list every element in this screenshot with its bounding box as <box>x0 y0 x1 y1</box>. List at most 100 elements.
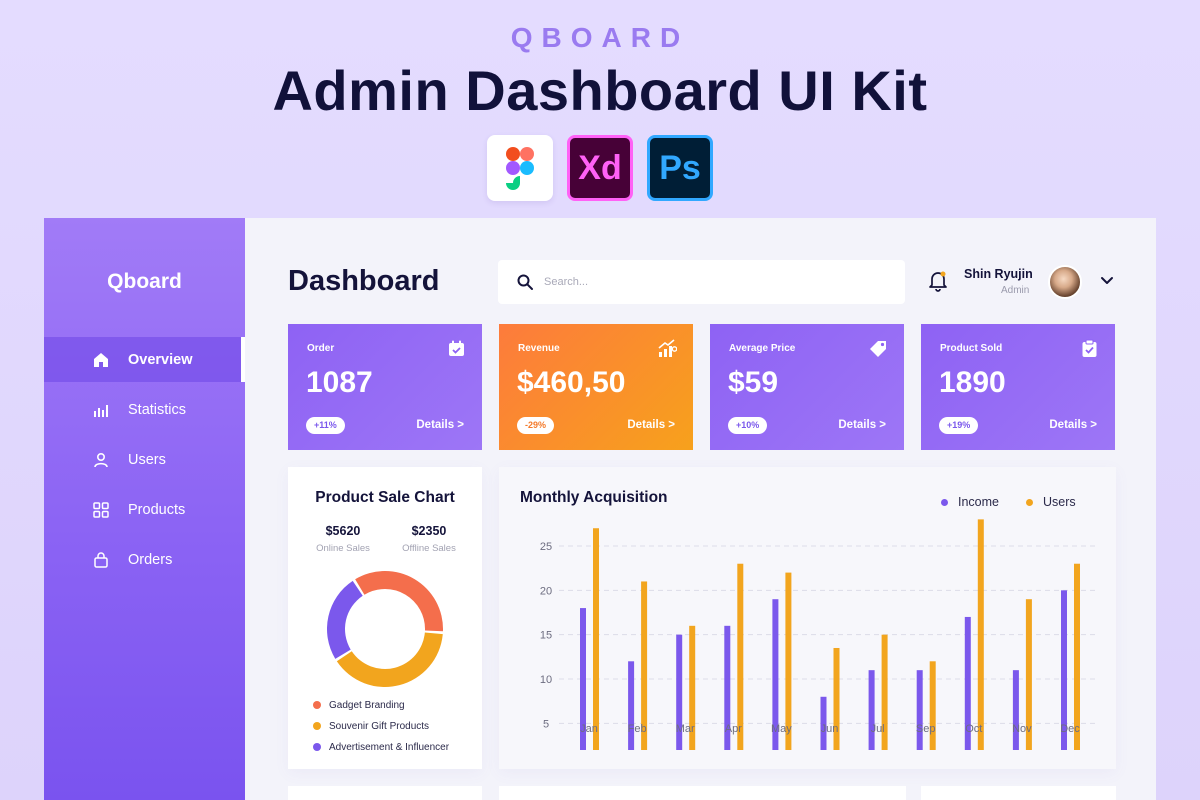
monthly-acquisition-card: 5 10 15 20 25 Jan Feb Mar Apr May Jun Jul Sep Oct Nov D… <box>499 467 1116 769</box>
stat-card-product-sold: Product Sold 1890 +19% Details > <box>921 324 1115 450</box>
stat-card-average-price: Average Price $59 +10% Details > <box>710 324 904 450</box>
stat-value: $460,50 <box>517 366 626 399</box>
product-sale-card: Product Sale Chart $5620 Online Sales $2… <box>288 467 482 769</box>
x-tick-label: Nov <box>1012 723 1032 735</box>
bar-income-mar <box>676 634 683 750</box>
sidebar: Qboard Overview Statistics Users <box>44 218 245 800</box>
user-name: Shin Ryujin <box>964 267 1033 281</box>
bar-income-jul <box>868 670 875 750</box>
online-sales-label: Online Sales <box>316 543 370 554</box>
adobe-xd-icon: Xd <box>567 135 633 201</box>
bar-chart: 5 10 15 20 25 Jan Feb Mar Apr May Jun Jul Sep Oct Nov D… <box>540 519 1099 750</box>
legend-label: Gadget Branding <box>329 699 405 711</box>
sidebar-item-statistics[interactable]: Statistics <box>44 387 245 432</box>
x-tick-label: Oct <box>965 723 982 735</box>
stat-value: 1890 <box>939 366 1006 399</box>
chevron-down-icon[interactable] <box>1100 276 1114 286</box>
user-role: Admin <box>1001 285 1030 296</box>
details-link[interactable]: Details > <box>627 419 675 431</box>
bar-income-feb <box>628 661 635 750</box>
user-icon <box>94 452 108 467</box>
bar-income-jan <box>580 608 586 750</box>
bag-icon <box>94 551 108 568</box>
sidebar-logo: Qboard <box>107 270 182 293</box>
bottom-card <box>499 786 906 800</box>
growth-chart-icon <box>658 339 677 357</box>
x-tick-label: Dec <box>1060 723 1080 735</box>
sidebar-item-label: Users <box>128 451 166 468</box>
y-tick-label: 25 <box>540 541 552 553</box>
search-box <box>498 260 905 304</box>
bar-users-may <box>785 572 792 750</box>
brand-label: QBOARD <box>510 22 690 53</box>
bar-users-jan <box>593 528 599 750</box>
bar-income-sep <box>916 670 923 750</box>
grid-icon <box>93 501 109 518</box>
avatar[interactable] <box>1048 265 1082 299</box>
details-link[interactable]: Details > <box>1049 419 1097 431</box>
stat-card-revenue: Revenue $460,50 -29% Details > <box>499 324 693 450</box>
stat-value: 1087 <box>306 366 373 399</box>
clipboard-check-icon <box>1082 339 1097 357</box>
legend-item-users: Users <box>1026 495 1076 509</box>
bar-users-oct <box>977 519 984 750</box>
donut-slice <box>327 580 363 659</box>
x-tick-label: Jul <box>871 723 885 735</box>
home-icon <box>94 352 108 367</box>
legend-dot <box>941 498 948 506</box>
search-input[interactable] <box>544 260 894 304</box>
statistics-icon <box>94 404 108 417</box>
stat-badge: +19% <box>939 417 979 434</box>
x-tick-label: Feb <box>628 723 647 735</box>
legend-item: Souvenir Gift Products <box>313 719 429 733</box>
sidebar-item-overview[interactable]: Overview <box>44 337 245 382</box>
product-sale-title: Product Sale Chart <box>315 489 455 506</box>
bar-income-may <box>772 599 779 750</box>
sidebar-item-orders[interactable]: Orders <box>44 537 245 582</box>
sidebar-item-products[interactable]: Products <box>44 487 245 532</box>
hero-title: Admin Dashboard UI Kit <box>272 59 928 122</box>
y-tick-label: 15 <box>540 630 552 642</box>
donut-chart <box>327 571 443 687</box>
bar-income-jun <box>820 696 827 750</box>
legend-item: Advertisement & Influencer <box>313 740 449 754</box>
x-tick-label: Jun <box>821 723 839 735</box>
sidebar-item-label: Orders <box>128 551 173 568</box>
legend-label: Users <box>1043 495 1076 509</box>
bar-users-apr <box>737 563 744 750</box>
donut-slice <box>336 632 443 687</box>
bar-income-nov <box>1012 670 1019 750</box>
bottom-card <box>288 786 482 800</box>
legend-dot <box>313 743 321 751</box>
legend-label: Income <box>958 495 999 509</box>
legend-item: Gadget Branding <box>313 698 405 712</box>
donut-slice <box>355 571 443 632</box>
x-tick-label: May <box>771 723 792 735</box>
stat-badge: +10% <box>728 417 768 434</box>
sidebar-item-label: Products <box>128 501 186 518</box>
y-tick-label: 10 <box>540 674 552 686</box>
legend-dot <box>1026 498 1033 506</box>
legend-label: Advertisement & Influencer <box>329 741 450 753</box>
search-icon[interactable] <box>516 273 534 291</box>
legend-label: Souvenir Gift Products <box>329 720 430 732</box>
offline-sales-label: Offline Sales <box>402 543 456 554</box>
bar-users-jul <box>881 634 888 750</box>
sidebar-item-users[interactable]: Users <box>44 437 245 482</box>
sidebar-item-label: Overview <box>128 351 193 368</box>
bar-users-nov <box>1025 599 1032 750</box>
x-tick-label: Sep <box>916 723 936 735</box>
x-tick-label: Mar <box>676 723 695 735</box>
stat-value: $59 <box>728 366 779 399</box>
details-link[interactable]: Details > <box>838 419 886 431</box>
bar-income-oct <box>964 616 971 750</box>
bell-icon[interactable] <box>928 270 948 292</box>
stat-badge: -29% <box>517 417 555 434</box>
bar-users-feb <box>641 581 648 750</box>
sidebar-item-label: Statistics <box>128 401 187 418</box>
dashboard-frame: Qboard Overview Statistics Users <box>44 218 1156 800</box>
bar-users-dec <box>1074 563 1080 750</box>
online-sales-value: $5620 <box>325 524 361 538</box>
details-link[interactable]: Details > <box>416 419 464 431</box>
bar-users-sep <box>929 661 936 750</box>
